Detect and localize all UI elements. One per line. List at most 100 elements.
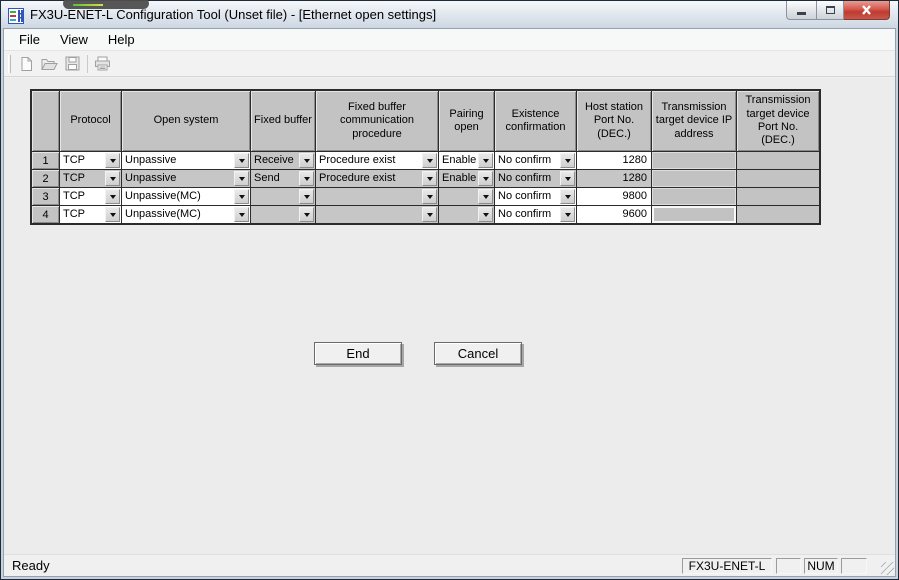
- header-target-ip: Transmission target device IP address: [652, 91, 736, 151]
- header-fixed-buffer-procedure: Fixed buffer communication procedure: [316, 91, 438, 151]
- host-port-cell-row2[interactable]: 1280: [577, 170, 651, 187]
- dropdown-arrow-icon[interactable]: [105, 153, 120, 168]
- restore-icon: [825, 6, 835, 14]
- print-button[interactable]: [91, 53, 114, 75]
- existence-select-row2[interactable]: No confirm: [495, 170, 576, 187]
- dropdown-arrow-icon[interactable]: [299, 189, 314, 204]
- target-ip-cell-row2[interactable]: [652, 170, 736, 187]
- open-settings-grid: Protocol Open system Fixed buffer Fixed …: [30, 89, 821, 225]
- close-icon: [862, 5, 871, 15]
- procedure-select-row2[interactable]: Procedure exist: [316, 170, 438, 187]
- dropdown-arrow-icon[interactable]: [299, 153, 314, 168]
- new-file-icon: [21, 56, 32, 71]
- target-port-cell-row4[interactable]: [737, 206, 819, 223]
- dropdown-arrow-icon[interactable]: [478, 153, 493, 168]
- header-pairing-open: Pairing open: [439, 91, 494, 151]
- row-header-4[interactable]: 4: [32, 206, 59, 223]
- target-ip-cell-row3[interactable]: [652, 188, 736, 205]
- dropdown-arrow-icon[interactable]: [105, 207, 120, 222]
- protocol-select-row1[interactable]: TCP: [60, 152, 121, 169]
- target-ip-cell-row4[interactable]: [652, 206, 736, 223]
- dropdown-arrow-icon[interactable]: [422, 171, 437, 186]
- cancel-button[interactable]: Cancel: [434, 342, 522, 365]
- new-file-button[interactable]: [15, 53, 38, 75]
- save-file-button[interactable]: [61, 53, 84, 75]
- device-status-panel: FX3U-ENET-L: [682, 558, 772, 574]
- open-file-icon: [41, 58, 58, 70]
- end-button[interactable]: End: [314, 342, 402, 365]
- open-system-select-row3[interactable]: Unpassive(MC): [122, 188, 250, 205]
- save-file-icon: [65, 56, 80, 71]
- dropdown-arrow-icon[interactable]: [422, 189, 437, 204]
- dropdown-arrow-icon[interactable]: [422, 207, 437, 222]
- fixed-buffer-select-row1[interactable]: Receive: [251, 152, 315, 169]
- row-header-2[interactable]: 2: [32, 170, 59, 187]
- dropdown-arrow-icon[interactable]: [299, 171, 314, 186]
- dropdown-arrow-icon[interactable]: [478, 189, 493, 204]
- client-area: Protocol Open system Fixed buffer Fixed …: [4, 78, 895, 554]
- host-port-cell-row4[interactable]: 9600: [577, 206, 651, 223]
- target-port-cell-row1[interactable]: [737, 152, 819, 169]
- dropdown-arrow-icon[interactable]: [234, 207, 249, 222]
- app-icon: [8, 7, 24, 24]
- fixed-buffer-select-row4[interactable]: [251, 206, 315, 223]
- dropdown-arrow-icon[interactable]: [299, 207, 314, 222]
- procedure-select-row1[interactable]: Procedure exist: [316, 152, 438, 169]
- header-corner: [32, 91, 59, 151]
- dropdown-arrow-icon[interactable]: [560, 153, 575, 168]
- procedure-select-row3[interactable]: [316, 188, 438, 205]
- title-bar[interactable]: FX3U-ENET-L Configuration Tool (Unset fi…: [1, 0, 898, 28]
- row-header-3[interactable]: 3: [32, 188, 59, 205]
- target-ip-cell-row1[interactable]: [652, 152, 736, 169]
- menu-file[interactable]: File: [19, 32, 40, 47]
- target-port-cell-row2[interactable]: [737, 170, 819, 187]
- host-port-cell-row3[interactable]: 9800: [577, 188, 651, 205]
- dropdown-arrow-icon[interactable]: [422, 153, 437, 168]
- screen-artifact: [63, 0, 149, 9]
- window-body: File View Help: [3, 28, 896, 577]
- procedure-select-row4[interactable]: [316, 206, 438, 223]
- dropdown-arrow-icon[interactable]: [234, 153, 249, 168]
- host-port-cell-row1[interactable]: 1280: [577, 152, 651, 169]
- row-header-1[interactable]: 1: [32, 152, 59, 169]
- pairing-select-row1[interactable]: Enable: [439, 152, 494, 169]
- minimize-button[interactable]: [786, 1, 816, 20]
- dropdown-arrow-icon[interactable]: [105, 171, 120, 186]
- open-system-select-row2[interactable]: Unpassive: [122, 170, 250, 187]
- toolbar: [4, 51, 895, 77]
- dropdown-arrow-icon[interactable]: [478, 171, 493, 186]
- open-system-select-row1[interactable]: Unpassive: [122, 152, 250, 169]
- pairing-select-row2[interactable]: Enable: [439, 170, 494, 187]
- status-bar: Ready FX3U-ENET-L NUM: [4, 554, 895, 576]
- target-port-cell-row3[interactable]: [737, 188, 819, 205]
- dropdown-arrow-icon[interactable]: [105, 189, 120, 204]
- fixed-buffer-select-row2[interactable]: Send: [251, 170, 315, 187]
- header-fixed-buffer: Fixed buffer: [251, 91, 315, 151]
- existence-select-row4[interactable]: No confirm: [495, 206, 576, 223]
- restore-button[interactable]: [816, 1, 844, 20]
- resize-grip-icon[interactable]: [881, 562, 894, 575]
- menu-help[interactable]: Help: [107, 32, 135, 47]
- dropdown-arrow-icon[interactable]: [560, 207, 575, 222]
- close-button[interactable]: [844, 1, 890, 20]
- protocol-select-row2[interactable]: TCP: [60, 170, 121, 187]
- existence-select-row3[interactable]: No confirm: [495, 188, 576, 205]
- toolbar-separator: [87, 54, 88, 73]
- pairing-select-row4[interactable]: [439, 206, 494, 223]
- protocol-select-row3[interactable]: TCP: [60, 188, 121, 205]
- menu-bar: File View Help: [4, 29, 895, 51]
- dropdown-arrow-icon[interactable]: [560, 171, 575, 186]
- menu-view[interactable]: View: [59, 32, 88, 47]
- print-icon: [95, 56, 110, 71]
- dropdown-arrow-icon[interactable]: [560, 189, 575, 204]
- dropdown-arrow-icon[interactable]: [234, 189, 249, 204]
- fixed-buffer-select-row3[interactable]: [251, 188, 315, 205]
- dropdown-arrow-icon[interactable]: [234, 171, 249, 186]
- dropdown-arrow-icon[interactable]: [478, 207, 493, 222]
- protocol-select-row4[interactable]: TCP: [60, 206, 121, 223]
- existence-select-row1[interactable]: No confirm: [495, 152, 576, 169]
- open-file-button[interactable]: [38, 53, 61, 75]
- pairing-select-row3[interactable]: [439, 188, 494, 205]
- open-system-select-row4[interactable]: Unpassive(MC): [122, 206, 250, 223]
